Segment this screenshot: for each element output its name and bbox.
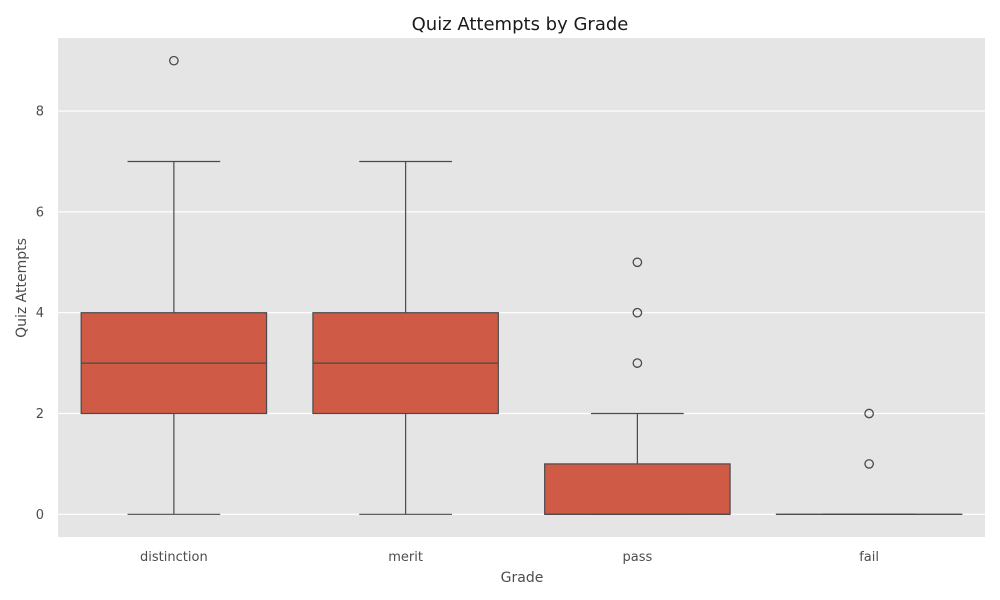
chart-title: Quiz Attempts by Grade <box>412 14 629 35</box>
outlier-point <box>864 408 874 419</box>
outlier-point <box>632 307 643 318</box>
y-axis-label: Quiz Attempts <box>14 238 30 338</box>
box-group-pass <box>544 257 731 515</box>
box-plots <box>80 55 963 515</box>
outlier-point <box>632 358 643 368</box>
box <box>544 463 731 515</box>
x-tick-label: fail <box>859 550 879 565</box>
y-tick-label: 2 <box>36 407 44 422</box>
x-tick-labels: distinction merit pass fail <box>140 550 879 565</box>
box-group-distinction <box>80 55 268 515</box>
y-tick-label: 4 <box>36 306 44 321</box>
x-tick-label: distinction <box>140 550 208 565</box>
x-tick-label: pass <box>622 550 652 565</box>
outlier-point <box>632 257 643 268</box>
y-tick-label: 0 <box>36 508 44 523</box>
outlier-point <box>169 55 179 66</box>
x-axis-label: Grade <box>501 570 544 586</box>
y-tick-labels: 0 2 4 6 8 <box>36 105 44 523</box>
y-tick-label: 8 <box>36 105 44 120</box>
y-tick-label: 6 <box>36 205 44 220</box>
box-group-fail <box>775 408 963 515</box>
x-tick-label: merit <box>388 550 423 565</box>
box-group-merit <box>312 160 499 515</box>
outlier-point <box>864 459 874 469</box>
plot-background <box>58 38 985 537</box>
